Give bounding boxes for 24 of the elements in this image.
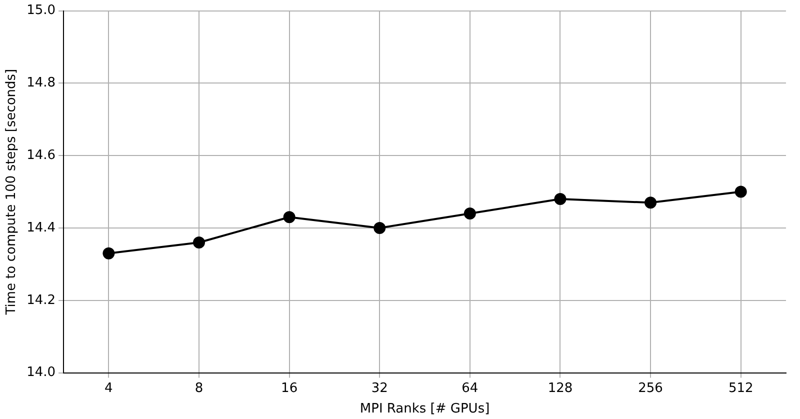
- x-tick-label: 4: [104, 380, 113, 396]
- x-tick-label: 64: [462, 380, 478, 396]
- y-tick-label: 14.8: [26, 76, 56, 91]
- x-tick-label: 512: [728, 380, 754, 396]
- y-tick-label: 14.0: [26, 365, 56, 380]
- x-tick-label: 128: [548, 380, 573, 396]
- point: [374, 222, 386, 234]
- y-tick-label: 14.6: [26, 148, 56, 163]
- point: [283, 211, 296, 224]
- y-tick-label: 15.0: [26, 3, 56, 18]
- x-tick-label: 32: [371, 380, 388, 396]
- point: [644, 196, 657, 209]
- point: [102, 247, 115, 260]
- y-tick-label: 14.2: [26, 292, 56, 308]
- x-tick-label: 256: [638, 380, 663, 396]
- point: [464, 208, 476, 220]
- y-axis-title: Time to compute 100 steps [seconds]: [4, 68, 20, 316]
- x-axis-title: MPI Ranks [# GPUs]: [360, 402, 490, 417]
- point: [193, 236, 206, 248]
- point: [554, 193, 566, 206]
- x-tick-label: 16: [281, 380, 298, 396]
- y-tick-label: 14.4: [26, 220, 56, 236]
- point: [734, 186, 747, 198]
- x-tick-label: 8: [194, 380, 204, 396]
